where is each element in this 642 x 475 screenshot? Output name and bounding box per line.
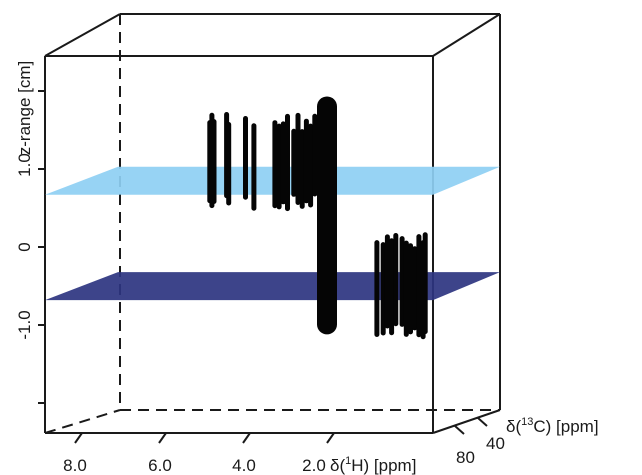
box-edge-top-left-depth (44, 13, 121, 57)
z-tick-label: 1.0 (15, 153, 34, 177)
peak-stripe (399, 236, 405, 327)
z-axis-label: z-range [cm] (15, 61, 34, 155)
x-tick-label: 8.0 (63, 456, 87, 475)
x-tick-label: 6.0 (148, 456, 172, 475)
peak-stripe (393, 233, 399, 327)
z-axis-ticks (38, 90, 45, 404)
y-tick-label: 40 (486, 434, 505, 453)
peak-stripe (272, 120, 278, 209)
peak-stripe (422, 232, 428, 335)
x-tick-mark (242, 432, 251, 444)
peak-stripe (374, 240, 380, 337)
x-axis-ticks (74, 432, 335, 444)
peak-stripe (308, 123, 314, 208)
box-edge-bottom-right-depth (432, 409, 501, 434)
peak-stripe (408, 243, 413, 335)
x-tick-label: 2.0 (302, 456, 326, 475)
peak-stripe (416, 234, 422, 338)
peak-stripe (251, 123, 257, 211)
peak-stripe (280, 121, 286, 205)
box-edge-top-right-depth (432, 13, 501, 57)
x-tick-mark (326, 432, 335, 444)
peak-stripe (211, 119, 217, 204)
y-tick-label: 80 (456, 448, 475, 467)
box-frame (44, 13, 501, 434)
box-edge-bottom-left-depth (44, 409, 121, 434)
peak-stripe (384, 234, 390, 329)
lower-plane (45, 272, 500, 301)
y-axis-ticks (454, 417, 488, 435)
peak-stripe (299, 129, 305, 209)
peak-stripe (276, 123, 282, 210)
peak-stripe (317, 96, 337, 335)
peak-stripe (403, 240, 409, 337)
y-axis-label: δ(13C) [ppm] (506, 416, 599, 436)
peak-stripe (412, 246, 418, 331)
z-tick-label: -1.0 (15, 310, 34, 339)
y-tick-mark (477, 417, 488, 427)
x-tick-label: 4.0 (232, 456, 256, 475)
peak-stripe (303, 118, 309, 204)
peak-stripe (312, 113, 318, 197)
peaks-in-front (207, 96, 428, 340)
peak-stripe (226, 122, 232, 206)
peak-stripe (380, 242, 386, 336)
peak-stripe (285, 113, 290, 212)
x-tick-mark (74, 432, 83, 444)
peak-stripe (243, 116, 248, 200)
box-hidden-edges (44, 14, 500, 434)
peak-stripe (295, 112, 301, 205)
z-tick-label: 0 (15, 242, 34, 251)
x-tick-mark (158, 432, 167, 444)
peak-stripe (389, 238, 395, 336)
y-tick-mark (454, 425, 465, 435)
x-axis-label: δ(1H) [ppm] (330, 455, 416, 475)
peak-stripe (291, 128, 297, 197)
